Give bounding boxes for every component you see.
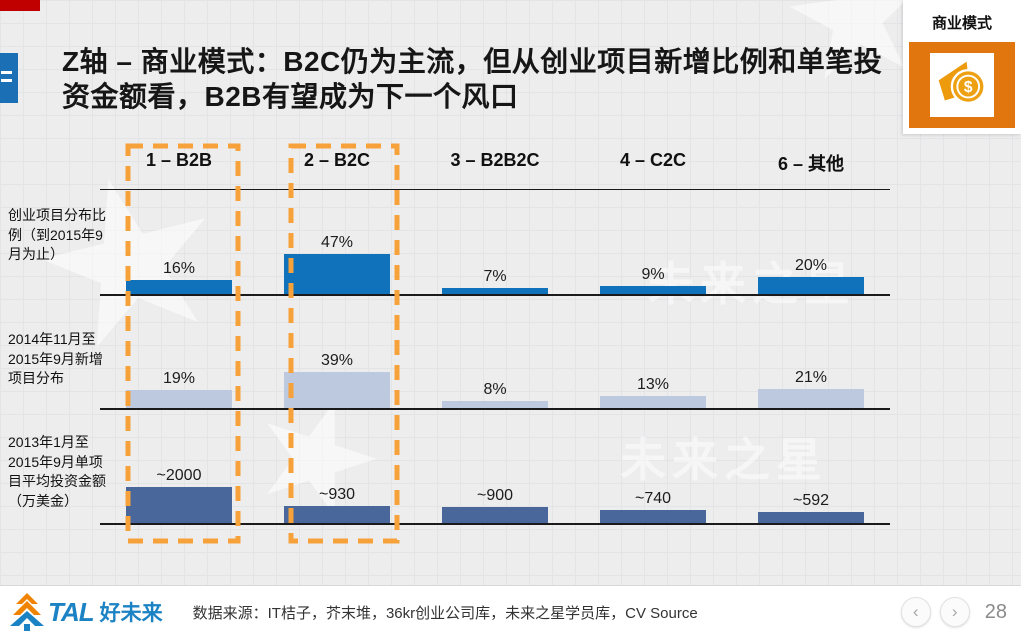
bar-value-label: ~900 [476,486,514,504]
bar-value-label: ~592 [792,492,830,510]
bar-value-label: 7% [483,268,507,285]
bar-cell: 21% [732,312,890,408]
bar-cell: 9% [574,198,732,294]
bar-cell: ~2000 [100,427,258,523]
bar-2 – B2C [284,254,390,294]
bar-cell: ~740 [574,427,732,523]
section-badge: 商业模式 $ [903,0,1021,134]
bar-cell: 8% [416,312,574,408]
bar-6 – 其他 [758,512,864,523]
axis-line-1 [100,294,890,296]
column-headers: 1 – B2B 2 – B2C 3 – B2B2C 4 – C2C 6 – 其他 [100,150,890,176]
bar-3 – B2B2C [442,506,548,523]
equals-icon [1,79,12,82]
header-axis-line [100,189,890,190]
bar-6 – 其他 [758,277,864,294]
chart-row-1: 16% 47% 7% 9% 20% [100,198,890,294]
bar-value-label: 21% [794,368,828,386]
bar-value-label: 39% [320,351,354,369]
bar-value-label: 9% [641,266,665,284]
section-badge-label: 商业模式 [931,15,992,32]
red-corner-mark [0,0,40,11]
svg-text:$: $ [964,79,973,96]
bar-value-label: 13% [636,375,670,393]
section-tab [0,53,18,103]
row-label-1: 创业项目分布比例（到2015年9月为止） [8,207,106,263]
bar-3 – B2B2C [442,400,548,408]
bar-value-label: 8% [483,380,507,398]
bar-2 – B2C [284,371,390,408]
bar-cell: ~900 [416,427,574,523]
logo-brand-text: 好未来 [99,602,163,625]
prev-slide-button[interactable]: ‹ [900,597,931,627]
bar-value-label: 19% [162,370,196,388]
bar-cell: 47% [258,198,416,294]
bar-cell: 39% [258,312,416,408]
next-slide-button[interactable]: › [939,597,970,627]
bar-4 – C2C [600,509,706,523]
row-label-2: 2014年11月至2015年9月新增项目分布 [8,331,103,387]
bar-2 – B2C [284,506,390,523]
bar-cell: 16% [100,198,258,294]
chart-row-3: ~2000 ~930 ~900 ~740 ~592 [100,427,890,523]
bar-4 – C2C [600,286,706,294]
bar-cell: 20% [732,198,890,294]
column-header-3: 3 – B2B2C [450,150,540,170]
logo-tal-text: TAL [48,596,95,627]
tree-icon [10,593,44,631]
bar-cell: 7% [416,198,574,294]
bar-value-label: ~2000 [156,467,202,484]
bar-cell: 13% [574,312,732,408]
bar-cell: 19% [100,312,258,408]
bar-value-label: ~930 [318,486,356,504]
column-header-5: 6 – 其他 [777,154,845,174]
bar-value-label: 20% [794,257,828,274]
column-header-1: 1 – B2B [145,150,213,170]
page-title: Z轴 – 商业模式：B2C仍为主流，但从创业项目新增比例和单笔投 资金额看，B2… [62,44,907,114]
bar-1 – B2B [126,390,232,408]
money-icon-frame: $ [930,53,994,117]
bar-4 – C2C [600,395,706,408]
bar-value-label: 16% [162,260,196,278]
money-icon: $ [938,61,986,105]
equals-icon [1,71,12,74]
footer: TAL 好未来 数据来源：IT桔子，芥末堆，36kr创业公司库，未来之星学员库，… [0,585,1021,638]
page-number: 28 [984,600,1007,623]
bar-cell: ~592 [732,427,890,523]
bar-value-label: ~740 [634,489,672,507]
bar-cell: ~930 [258,427,416,523]
axis-line-3 [100,523,890,525]
row-label-3: 2013年1月至2015年9月单项目平均投资金额（万美金） [8,434,106,509]
chart-row-2: 19% 39% 8% 13% 21% [100,312,890,408]
title-line-2: 资金额看，B2B有望成为下一个风口 [62,81,519,112]
data-source-text: 数据来源：IT桔子，芥末堆，36kr创业公司库，未来之星学员库，CV Sourc… [192,604,698,622]
axis-line-2 [100,408,890,410]
bar-3 – B2B2C [442,288,548,294]
column-header-2: 2 – B2C [303,150,371,170]
column-header-4: 4 – C2C [619,150,687,170]
section-badge-box: $ [909,42,1015,128]
title-line-1: Z轴 – 商业模式：B2C仍为主流，但从创业项目新增比例和单笔投 [62,46,883,77]
bar-6 – 其他 [758,388,864,408]
bar-1 – B2B [126,487,232,523]
bar-value-label: 47% [320,234,354,252]
tal-logo: TAL 好未来 [10,593,163,631]
slide-nav: ‹ › 28 [900,597,1011,627]
bar-1 – B2B [126,280,232,294]
